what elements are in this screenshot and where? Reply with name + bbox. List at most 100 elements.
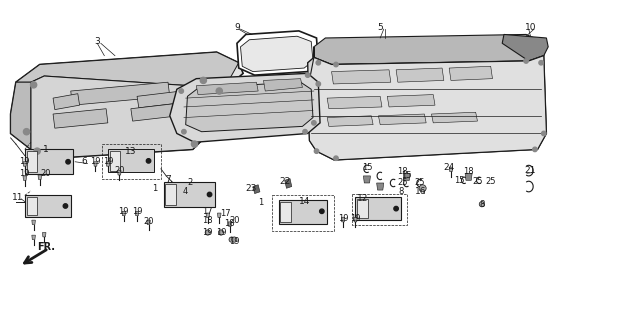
Text: 16: 16 (415, 187, 427, 196)
Text: 20: 20 (229, 216, 239, 225)
Circle shape (23, 129, 30, 135)
Text: 18: 18 (463, 167, 474, 176)
Circle shape (219, 230, 224, 235)
Text: 20: 20 (114, 166, 125, 175)
Text: 19: 19 (90, 157, 101, 166)
Circle shape (207, 192, 212, 197)
Polygon shape (42, 233, 46, 237)
Polygon shape (379, 114, 426, 124)
Circle shape (314, 149, 319, 153)
Polygon shape (432, 112, 478, 123)
Polygon shape (353, 218, 357, 222)
Circle shape (233, 238, 236, 241)
Text: 18: 18 (397, 167, 408, 176)
Text: 8: 8 (479, 200, 484, 209)
Text: 23: 23 (246, 184, 257, 193)
Circle shape (319, 209, 324, 213)
Polygon shape (449, 167, 453, 172)
Circle shape (479, 202, 484, 207)
Polygon shape (377, 183, 384, 190)
Text: 15: 15 (401, 172, 412, 180)
Text: 19: 19 (216, 228, 226, 237)
Polygon shape (31, 76, 223, 158)
Polygon shape (135, 211, 139, 216)
Circle shape (200, 77, 207, 84)
Polygon shape (307, 56, 546, 160)
Text: 2: 2 (188, 178, 193, 187)
Text: 19: 19 (202, 228, 213, 237)
Polygon shape (16, 52, 239, 91)
Circle shape (312, 121, 316, 125)
Text: 19: 19 (132, 207, 142, 216)
Circle shape (207, 231, 209, 234)
Circle shape (220, 231, 222, 234)
Text: 15: 15 (362, 163, 372, 172)
Text: 17: 17 (220, 209, 231, 219)
Text: 20: 20 (143, 217, 154, 226)
Text: 14: 14 (299, 197, 310, 206)
Polygon shape (11, 52, 243, 158)
Polygon shape (228, 222, 232, 226)
Polygon shape (110, 151, 120, 171)
Polygon shape (25, 196, 71, 217)
Text: 6: 6 (81, 157, 87, 166)
Text: 24: 24 (444, 163, 455, 172)
Polygon shape (197, 82, 258, 95)
Circle shape (231, 238, 233, 241)
Polygon shape (137, 91, 183, 108)
Polygon shape (206, 213, 210, 218)
Text: 25: 25 (397, 179, 408, 188)
Polygon shape (164, 182, 215, 207)
Text: 15: 15 (454, 176, 465, 185)
Polygon shape (327, 96, 382, 109)
Polygon shape (364, 176, 370, 183)
Circle shape (303, 130, 307, 134)
Text: 7: 7 (165, 175, 171, 184)
Circle shape (179, 89, 183, 93)
Polygon shape (314, 35, 546, 65)
Text: 18: 18 (202, 216, 213, 225)
Circle shape (316, 60, 321, 65)
Text: 17: 17 (202, 207, 213, 216)
Text: 9: 9 (234, 23, 240, 32)
Circle shape (421, 187, 424, 190)
Circle shape (232, 237, 237, 242)
Polygon shape (263, 79, 302, 91)
Text: 20: 20 (41, 169, 51, 178)
Polygon shape (465, 173, 472, 180)
Circle shape (181, 130, 186, 134)
Polygon shape (26, 151, 37, 172)
Circle shape (146, 159, 151, 163)
Polygon shape (165, 184, 176, 205)
Polygon shape (280, 202, 291, 222)
Polygon shape (53, 94, 79, 110)
Polygon shape (25, 149, 73, 174)
Polygon shape (449, 66, 493, 80)
Polygon shape (403, 173, 410, 180)
Circle shape (394, 206, 398, 211)
Text: 19: 19 (350, 214, 361, 223)
Polygon shape (71, 82, 169, 105)
Text: 13: 13 (125, 147, 137, 156)
Polygon shape (285, 179, 292, 188)
Circle shape (216, 88, 222, 94)
Text: 25: 25 (472, 177, 483, 186)
Polygon shape (396, 68, 444, 82)
Text: 18: 18 (224, 219, 235, 228)
Circle shape (481, 203, 483, 205)
Circle shape (205, 230, 210, 235)
Polygon shape (53, 109, 108, 128)
Text: 19: 19 (229, 237, 239, 246)
Polygon shape (355, 197, 401, 220)
Polygon shape (387, 95, 435, 107)
Polygon shape (122, 211, 125, 216)
Text: 5: 5 (377, 23, 383, 32)
Polygon shape (147, 220, 151, 225)
Text: 10: 10 (525, 23, 536, 32)
Polygon shape (94, 162, 97, 166)
Text: 21: 21 (525, 166, 536, 175)
Text: 3: 3 (94, 37, 100, 46)
Polygon shape (32, 220, 35, 225)
Polygon shape (131, 103, 178, 121)
Text: 25: 25 (415, 179, 425, 188)
